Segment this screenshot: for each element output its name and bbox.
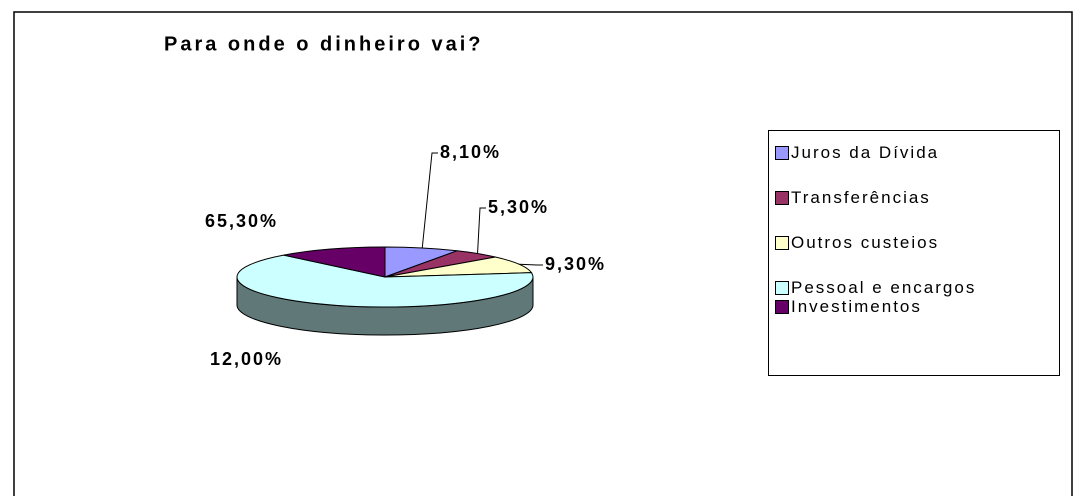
data-label: 12,00% — [210, 349, 283, 369]
legend-swatch — [775, 191, 789, 205]
data-label: 65,30% — [205, 211, 278, 231]
legend-item: Juros da Dívida — [775, 143, 1059, 162]
legend-swatch — [775, 236, 789, 250]
data-label: 9,30% — [545, 254, 606, 274]
data-label: 8,10% — [440, 142, 501, 162]
legend-label: Investimentos — [791, 297, 922, 316]
legend-item: Pessoal e encargos — [775, 278, 1059, 297]
legend-item: Transferências — [775, 188, 1059, 207]
pie-slice — [283, 246, 386, 278]
legend: Juros da Dívida Transferências Outros cust… — [768, 130, 1060, 376]
legend-label: Pessoal e encargos — [791, 278, 977, 297]
legend-label: Outros custeios — [791, 233, 940, 252]
leader-line — [421, 152, 438, 249]
legend-swatch — [775, 281, 789, 295]
data-label: 5,30% — [488, 197, 549, 217]
legend-swatch — [775, 300, 789, 314]
pie-slice — [236, 254, 534, 308]
legend-label: Juros da Dívida — [791, 143, 940, 162]
legend-label: Transferências — [791, 188, 931, 207]
legend-item: Outros custeios — [775, 233, 1059, 252]
legend-item: Investimentos — [775, 297, 1059, 316]
leader-line — [477, 207, 486, 254]
legend-swatch — [775, 146, 789, 160]
chart-title: Para onde o dinheiro vai? — [164, 33, 484, 55]
leader-line — [519, 263, 543, 266]
